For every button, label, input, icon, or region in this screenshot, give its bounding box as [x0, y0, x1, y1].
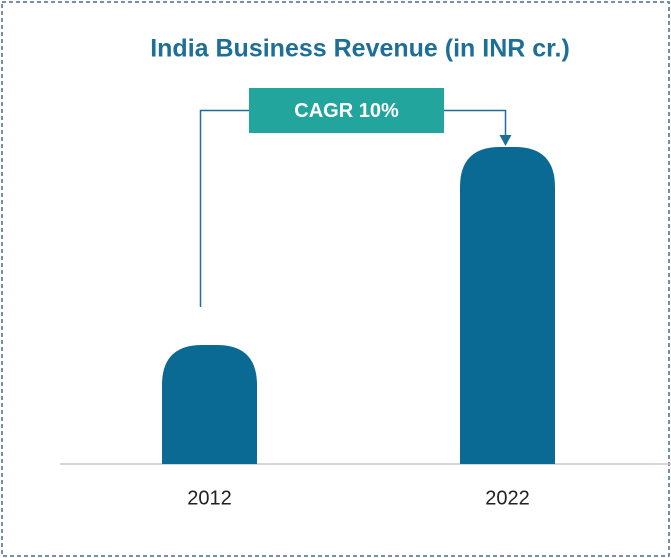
- chart-title: India Business Revenue (in INR cr.): [150, 35, 570, 63]
- connector: [444, 109, 507, 137]
- x-tick-label: 2022: [485, 487, 530, 509]
- annotation: CAGR 10%: [294, 100, 399, 122]
- arrow-head: [499, 135, 512, 146]
- x-tick-label: 2012: [187, 487, 232, 509]
- bar: [460, 147, 555, 464]
- bar: [162, 345, 257, 464]
- annotation-box: [249, 88, 444, 133]
- connector: [199, 109, 249, 307]
